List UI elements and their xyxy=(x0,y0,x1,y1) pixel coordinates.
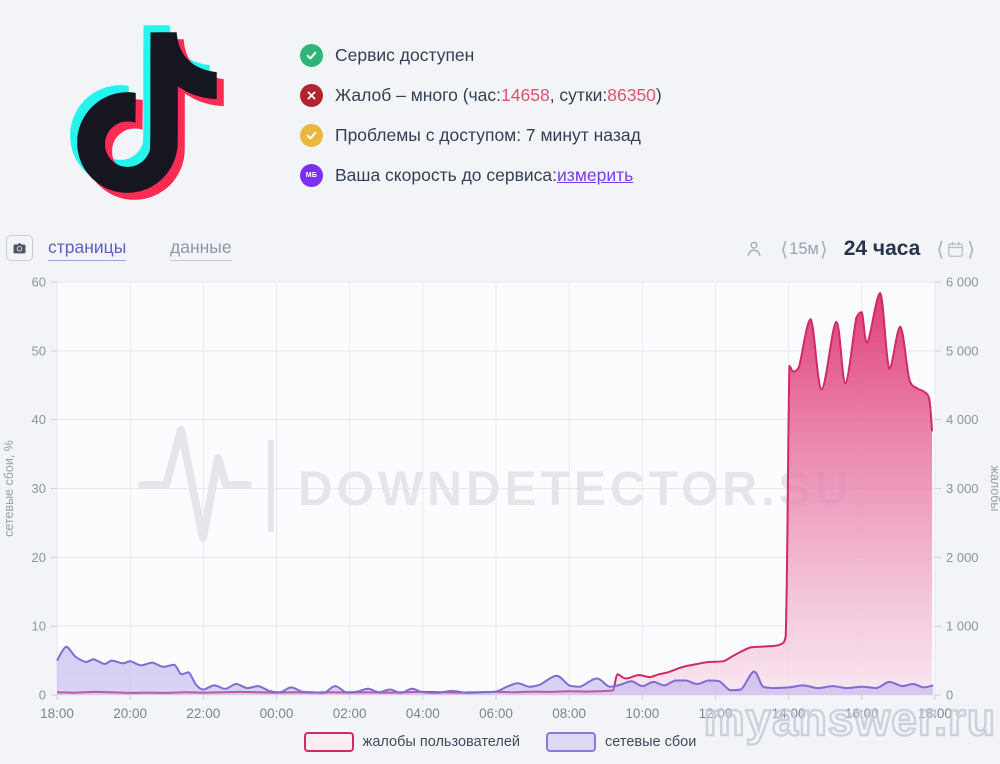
chart-toolbar: страницы данные ⟨ 15м ⟩ 24 часа ⟨ ⟩ xyxy=(0,233,1000,265)
svg-text:60: 60 xyxy=(32,275,46,290)
service-available-text: Сервис доступен xyxy=(335,45,475,65)
range-24h-label: 24 часа xyxy=(843,237,921,260)
svg-text:0: 0 xyxy=(39,688,46,703)
interval-label: 15м xyxy=(789,239,819,258)
complaints-text-suffix: ) xyxy=(655,85,662,105)
status-list: Сервис доступен Жалоб – много (час: 1465… xyxy=(300,44,662,204)
complaints-cross-icon xyxy=(300,84,323,107)
svg-text:18:00: 18:00 xyxy=(40,706,74,721)
status-row-speed: МБ Ваша скорость до сервиса: измерить xyxy=(300,164,662,187)
bracket-right: ⟩ xyxy=(967,238,975,261)
network-failures-legend-swatch xyxy=(546,732,597,752)
svg-text:6 000: 6 000 xyxy=(946,275,979,290)
svg-text:4 000: 4 000 xyxy=(946,412,979,427)
svg-text:16:00: 16:00 xyxy=(845,706,879,721)
bracket-left: ⟨ xyxy=(936,238,945,261)
range-controls: ⟨ 15м ⟩ 24 часа ⟨ ⟩ xyxy=(744,233,975,265)
screenshot-camera-button[interactable] xyxy=(6,235,33,261)
legend-item-network-failures[interactable]: сетевые сбои xyxy=(546,732,696,752)
status-row-available: Сервис доступен xyxy=(300,44,662,67)
svg-text:00:00: 00:00 xyxy=(260,706,294,721)
outage-chart[interactable]: DOWNDETECTOR.SU 0 10 20 30 40 50 60 0 1 000 2 000 3… xyxy=(0,268,1000,730)
downdetector-watermark: DOWNDETECTOR.SU xyxy=(138,426,853,542)
svg-text:50: 50 xyxy=(32,343,46,358)
measure-speed-link[interactable]: измерить xyxy=(557,165,634,185)
tab-pages[interactable]: страницы xyxy=(48,237,127,261)
svg-text:02:00: 02:00 xyxy=(333,706,367,721)
svg-text:DOWNDETECTOR.SU: DOWNDETECTOR.SU xyxy=(298,463,853,516)
svg-text:06:00: 06:00 xyxy=(479,706,513,721)
network-failures-area-series xyxy=(57,646,934,695)
complaints-legend-label: жалобы пользователей xyxy=(362,734,521,750)
complaints-text-prefix: Жалоб – много (час: xyxy=(335,85,502,105)
svg-text:1 000: 1 000 xyxy=(946,619,979,634)
speed-text: Ваша скорость до сервиса: xyxy=(335,165,558,185)
calendar-icon xyxy=(948,241,964,257)
speed-badge-text: МБ xyxy=(305,172,318,179)
svg-text:0: 0 xyxy=(946,688,953,703)
complaints-area-series xyxy=(57,293,933,695)
tab-data[interactable]: данные xyxy=(170,237,232,261)
svg-text:22:00: 22:00 xyxy=(186,706,220,721)
svg-text:20:00: 20:00 xyxy=(113,706,147,721)
svg-text:10: 10 xyxy=(32,619,46,634)
status-row-complaints: Жалоб – много (час: 14658, сутки: 86350) xyxy=(300,84,662,107)
right-axis-title: жалобы xyxy=(988,466,1000,512)
svg-text:04:00: 04:00 xyxy=(406,706,440,721)
svg-text:2 000: 2 000 xyxy=(946,550,979,565)
access-problems-text: Проблемы с доступом: 7 минут назад xyxy=(335,125,641,145)
network-failures-line xyxy=(56,645,934,694)
service-available-check-icon xyxy=(300,44,323,67)
complaints-day-value: 86350 xyxy=(607,85,656,105)
calendar-control[interactable]: ⟨ ⟩ xyxy=(936,237,975,262)
svg-text:10:00: 10:00 xyxy=(625,706,659,721)
chart-legend: жалобы пользователей сетевые сбои xyxy=(0,732,1000,752)
svg-text:14:00: 14:00 xyxy=(772,706,806,721)
bracket-left: ⟨ xyxy=(780,238,789,261)
bracket-right: ⟩ xyxy=(819,238,828,261)
svg-text:5 000: 5 000 xyxy=(946,343,979,358)
svg-text:20: 20 xyxy=(32,550,46,565)
svg-text:12:00: 12:00 xyxy=(699,706,733,721)
camera-icon xyxy=(13,242,26,253)
svg-text:3 000: 3 000 xyxy=(946,481,979,496)
access-problems-check-icon xyxy=(300,124,323,147)
svg-text:30: 30 xyxy=(32,481,46,496)
legend-item-complaints[interactable]: жалобы пользователей xyxy=(303,732,521,752)
left-axis-title: сетевые сбои, % xyxy=(2,440,16,537)
speed-badge-icon: МБ xyxy=(300,164,323,187)
person-icon[interactable] xyxy=(744,239,764,259)
complaints-hour-value: 14658 xyxy=(501,85,550,105)
status-row-access-problems: Проблемы с доступом: 7 минут назад xyxy=(300,124,662,147)
interval-15m-control[interactable]: ⟨ 15м ⟩ xyxy=(780,237,827,262)
svg-text:18:00: 18:00 xyxy=(918,706,952,721)
complaints-text-mid: , сутки: xyxy=(549,85,608,105)
tiktok-logo xyxy=(70,25,224,200)
svg-text:08:00: 08:00 xyxy=(552,706,586,721)
svg-text:40: 40 xyxy=(32,412,46,427)
complaints-legend-swatch xyxy=(303,732,354,752)
network-failures-legend-label: сетевые сбои xyxy=(605,734,697,750)
